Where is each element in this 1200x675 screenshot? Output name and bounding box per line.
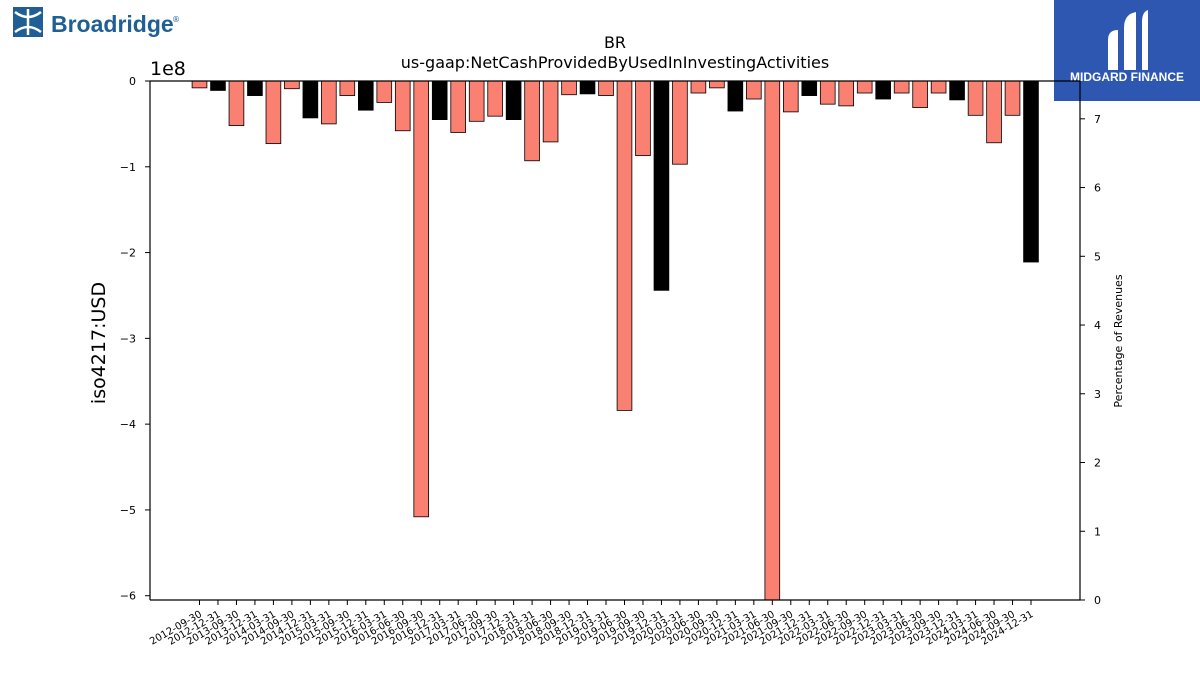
- company-logo-mark: ®: [172, 15, 180, 24]
- bar: [672, 80, 688, 165]
- bar: [542, 80, 559, 143]
- company-logo-text: Broadridge: [51, 11, 174, 37]
- bar: [339, 80, 356, 96]
- y-tick-label: −4: [120, 418, 136, 431]
- bar: [1023, 80, 1039, 263]
- bar: [265, 80, 282, 145]
- bar: [783, 80, 799, 113]
- bar: [561, 80, 577, 96]
- bar: [524, 80, 540, 162]
- y2-tick-label: 4: [1094, 319, 1101, 332]
- bar: [912, 80, 928, 108]
- bar: [616, 80, 633, 411]
- bar: [635, 80, 651, 157]
- y2-tick-label: 2: [1094, 457, 1101, 470]
- y-tick-label: −2: [120, 247, 136, 260]
- bar: [284, 80, 300, 90]
- bar: [764, 80, 781, 601]
- y-axis-label: iso4217:USD: [88, 282, 110, 404]
- brand-logo: MIDGARD FINANCE: [1054, 0, 1200, 101]
- bar: [431, 80, 448, 120]
- brand-logo-icon: [1108, 10, 1148, 70]
- y2-tick-label: 7: [1094, 113, 1101, 126]
- y-tick-label: 0: [129, 75, 136, 88]
- y-tick-label: −1: [120, 161, 136, 174]
- bar: [1004, 80, 1021, 116]
- y2-tick-label: 3: [1094, 388, 1101, 401]
- bar: [801, 80, 818, 96]
- bar: [709, 80, 725, 89]
- company-logo-icon-swoosh: [14, 9, 42, 35]
- y-tick-label: −6: [120, 590, 136, 603]
- bar-series: [191, 80, 1039, 601]
- bar: [746, 80, 762, 100]
- y2-tick-label: 1: [1094, 525, 1101, 538]
- bar: [376, 80, 393, 103]
- bar: [302, 80, 319, 119]
- y-tick-label: −5: [120, 504, 136, 517]
- bar: [394, 80, 411, 132]
- bar: [228, 80, 245, 127]
- y-tick-label: −3: [120, 332, 136, 345]
- y2-tick-label: 6: [1094, 182, 1101, 195]
- y2-axis-label: Percentage of Revenues: [1112, 274, 1125, 407]
- bar: [487, 80, 503, 117]
- bar: [468, 80, 485, 122]
- bar: [967, 80, 984, 116]
- brand-logo-text: MIDGARD FINANCE: [1070, 70, 1184, 84]
- bar: [210, 80, 226, 91]
- bar: [727, 80, 744, 112]
- y-axis-offset-label: 1e8: [150, 58, 186, 80]
- y2-tick-label: 5: [1094, 250, 1101, 263]
- y2-tick-label: 0: [1094, 594, 1101, 607]
- bar: [819, 80, 836, 105]
- bar: [413, 80, 430, 518]
- bar: [893, 80, 910, 94]
- bar: [930, 80, 947, 94]
- bar: [653, 80, 670, 291]
- bar: [838, 80, 855, 107]
- bar: [321, 80, 337, 125]
- company-logo: Broadridge ®: [13, 7, 180, 37]
- bar: [358, 80, 374, 111]
- bar: [450, 80, 466, 133]
- bar: [949, 80, 965, 101]
- bar: [856, 80, 873, 94]
- bar: [875, 80, 891, 100]
- bar: [579, 80, 596, 95]
- chart-title: BR: [604, 33, 626, 52]
- axes: 0−1−2−3−4−5−6 012345672012-09-302012-12-3…: [120, 75, 1101, 648]
- bar: [505, 80, 522, 120]
- chart-subtitle: us-gaap:NetCashProvidedByUsedInInvesting…: [401, 53, 829, 72]
- bar: [986, 80, 1002, 144]
- bar: [598, 80, 614, 96]
- bar: [690, 80, 707, 94]
- bar: [191, 80, 208, 89]
- bar: [247, 80, 263, 96]
